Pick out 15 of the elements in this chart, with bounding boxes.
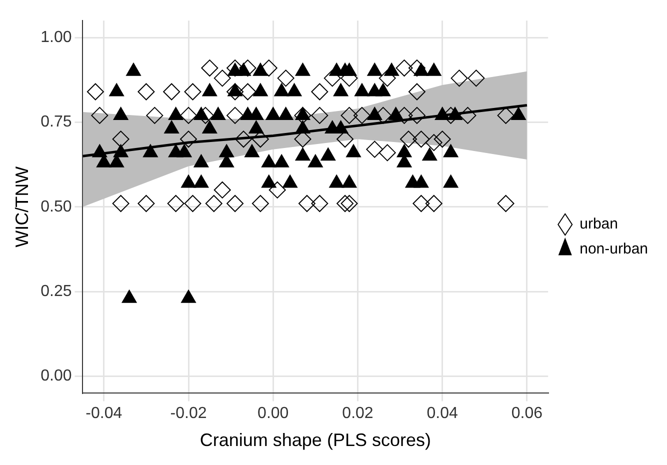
y-axis-title: WIC/TNW (12, 166, 32, 248)
x-tick-label: 0.00 (258, 405, 289, 422)
legend-label: non-urban (580, 240, 648, 258)
x-tick-label: 0.04 (426, 405, 458, 422)
x-tick-label: 0.02 (342, 405, 374, 422)
y-tick-label: 0.75 (40, 114, 72, 131)
x-axis-title: Cranium shape (PLS scores) (200, 430, 431, 450)
y-tick-label: 1.00 (40, 28, 72, 46)
y-tick-label: 0.25 (40, 282, 72, 300)
y-tick-label: 0.50 (40, 198, 72, 216)
x-tick-label: -0.04 (86, 405, 122, 422)
legend-label: urban (580, 216, 618, 233)
y-tick-label: 0.00 (40, 368, 72, 385)
x-tick-label: 0.06 (511, 405, 543, 422)
x-tick-label: -0.02 (170, 405, 207, 422)
